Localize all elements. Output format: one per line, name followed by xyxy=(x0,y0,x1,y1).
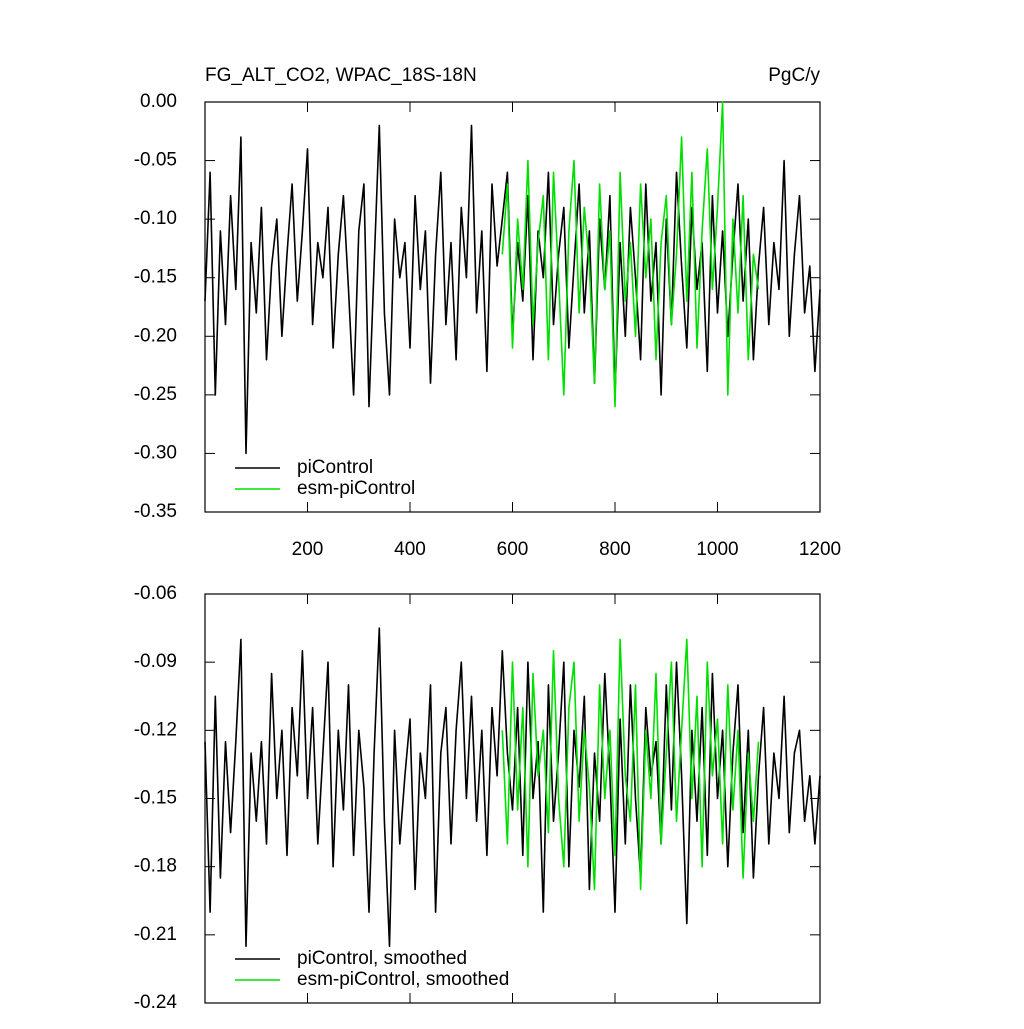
y-tick-label: -0.09 xyxy=(134,651,177,672)
data-line xyxy=(204,124,821,455)
plot-frame xyxy=(204,101,821,513)
y-tick-label: -0.25 xyxy=(134,384,177,405)
y-tick-label: -0.15 xyxy=(134,788,177,809)
y-tick-label: -0.18 xyxy=(134,856,177,877)
x-tick-label: 200 xyxy=(292,539,324,560)
legend-label: piControl, smoothed xyxy=(297,948,467,969)
y-tick-label: -0.20 xyxy=(134,325,177,346)
x-tick-label: 1200 xyxy=(799,539,841,560)
data-line xyxy=(501,101,760,408)
chart-title: FG_ALT_CO2, WPAC_18S-18N xyxy=(205,65,477,86)
unit-label: PgC/y xyxy=(768,65,820,86)
y-tick-label: 0.00 xyxy=(140,91,177,112)
data-line xyxy=(204,627,821,947)
legend-label: piControl xyxy=(297,457,373,478)
y-tick-label: -0.12 xyxy=(134,719,177,740)
y-tick-label: -0.05 xyxy=(134,150,177,171)
y-tick-label: -0.35 xyxy=(134,501,177,522)
legend-label: esm-piControl, smoothed xyxy=(297,969,509,990)
x-tick-label: 800 xyxy=(599,539,631,560)
data-line xyxy=(501,638,760,891)
y-tick-label: -0.15 xyxy=(134,267,177,288)
y-tick-label: -0.06 xyxy=(134,583,177,604)
y-tick-label: -0.24 xyxy=(134,992,178,1013)
y-tick-label: -0.21 xyxy=(134,924,177,945)
y-tick-label: -0.10 xyxy=(134,208,177,229)
x-tick-label: 400 xyxy=(394,539,426,560)
y-tick-label: -0.30 xyxy=(134,442,177,463)
legend-label: esm-piControl xyxy=(297,478,415,499)
x-tick-label: 600 xyxy=(497,539,529,560)
x-tick-label: 1000 xyxy=(696,539,738,560)
